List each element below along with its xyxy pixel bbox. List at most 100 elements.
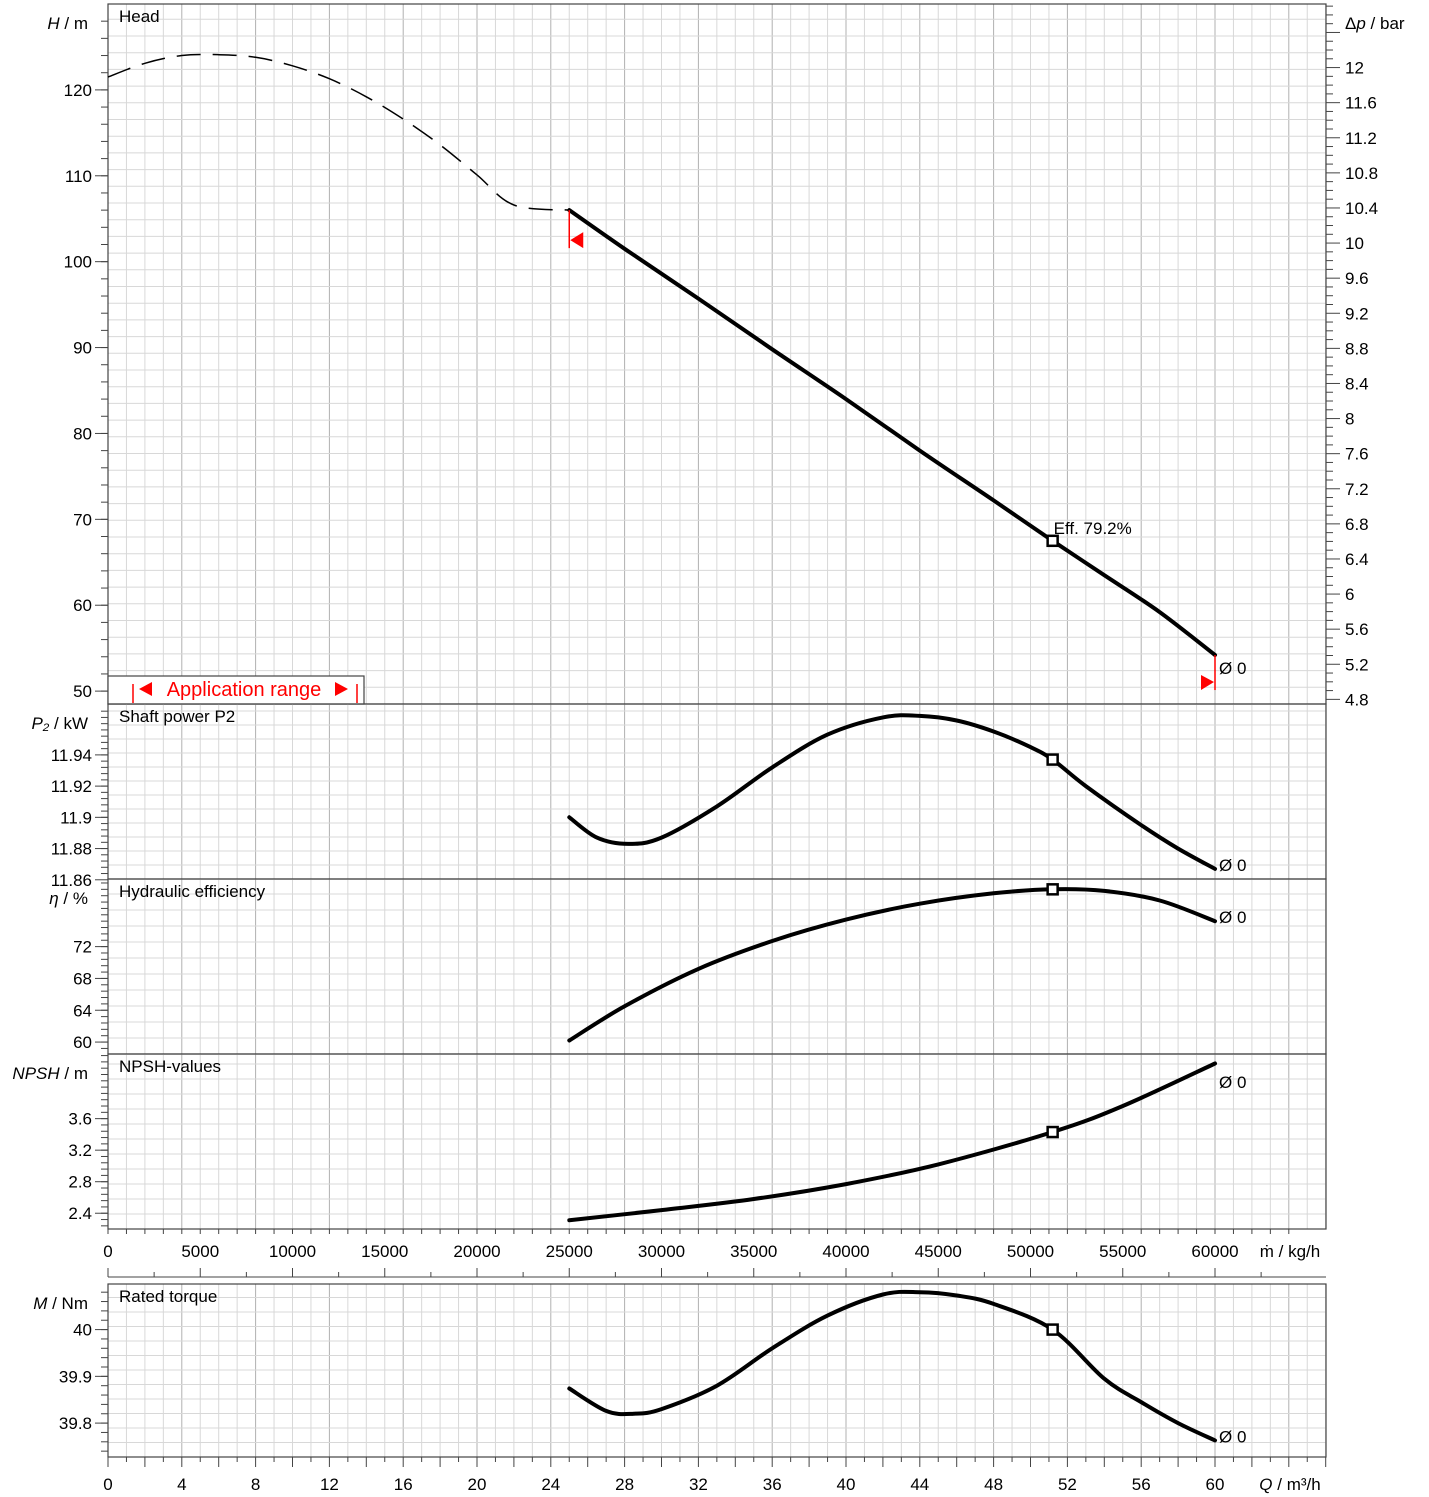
head-y2-axis-label: Δp / bar [1345,14,1405,33]
mass-flow-tick-label: 25000 [546,1242,593,1261]
power-y-axis-label: P₂ / kW [31,714,88,733]
npsh-ytick-label: 3.6 [68,1110,92,1129]
power-rated-point-marker [1046,753,1059,766]
head-y2-tick-label: 10.8 [1345,164,1378,183]
volume-flow-tick-label: 56 [1132,1475,1151,1494]
head-ytick-label: 90 [73,339,92,358]
mass-flow-tick-label: 30000 [638,1242,685,1261]
efficiency-annotation: Eff. 79.2% [1054,519,1132,538]
head-y2-tick-label: 5.2 [1345,655,1369,674]
power-impeller-diameter-label: Ø 0 [1219,856,1246,875]
npsh-ytick-label: 3.2 [68,1141,92,1160]
mass-flow-tick-label: 50000 [1007,1242,1054,1261]
power-ytick-label: 11.9 [60,808,92,827]
volume-flow-tick-label: 36 [763,1475,782,1494]
head-y-axis-label: H / m [47,14,88,33]
head-ytick-label: 110 [65,167,92,186]
head-extrapolated-curve [107,53,570,211]
min-flow-limit-icon [570,232,584,249]
head-ytick-label: 70 [73,510,92,529]
efficiency-rated-point-marker [1046,883,1059,896]
head-curve [567,208,1217,657]
power-ytick-label: 11.94 [51,746,92,765]
head-ytick-label: 100 [64,253,92,272]
head-ytick-label: 60 [73,596,92,615]
head-panel-title: Head [119,7,160,26]
head-y2-tick-label: 7.6 [1345,445,1369,464]
efficiency-curve [567,887,1217,1043]
efficiency-panel-title: Hydraulic efficiency [119,882,266,901]
power-curve [567,713,1217,871]
head-y2-tick-label: 11.6 [1345,94,1377,113]
volume-flow-axis-label: Q / m³/h [1259,1475,1320,1494]
mass-flow-axis-label: ṁ / kg/h [1260,1242,1320,1261]
volume-flow-tick-label: 48 [984,1475,1003,1494]
mass-flow-tick-label: 35000 [730,1242,777,1261]
head-y2-tick-label: 11.2 [1345,129,1377,148]
application-range-label: Application range [167,679,322,701]
efficiency-ytick-label: 64 [73,1001,92,1020]
torque-ytick-label: 39.8 [59,1414,92,1433]
power-grid [107,704,1327,880]
npsh-y-axis-label: NPSH / m [12,1064,88,1083]
torque-y-axis-label: M / Nm [33,1294,88,1313]
mass-flow-tick-label: 5000 [181,1242,219,1261]
mass-flow-tick-label: 15000 [361,1242,408,1261]
head-y2-tick-label: 10.4 [1345,199,1378,218]
head-y2-tick-label: 12 [1345,59,1364,78]
application-range-right-arrow-icon [335,682,348,696]
npsh-impeller-diameter-label: Ø 0 [1219,1073,1246,1092]
npsh-rated-point-marker [1046,1125,1059,1139]
mass-flow-tick-label: 45000 [915,1242,962,1261]
volume-flow-tick-label: 40 [837,1475,856,1494]
npsh-ytick-label: 2.8 [68,1173,92,1192]
torque-grid [107,1284,1327,1458]
efficiency-ytick-label: 68 [73,969,92,988]
head-grid [107,4,1327,705]
volume-flow-tick-label: 16 [394,1475,413,1494]
head-y2-tick-label: 4.8 [1345,690,1369,709]
npsh-grid [107,1054,1327,1230]
npsh-panel-title: NPSH-values [119,1057,221,1076]
torque-curve [567,1289,1217,1443]
mass-flow-tick-label: 40000 [822,1242,869,1261]
volume-flow-tick-label: 60 [1206,1475,1225,1494]
torque-impeller-diameter-label: Ø 0 [1219,1427,1246,1446]
volume-flow-tick-label: 52 [1058,1475,1077,1494]
power-ytick-label: 11.92 [51,777,92,796]
head-ytick-label: 50 [73,682,92,701]
head-y2-tick-label: 7.2 [1345,480,1369,499]
torque-ytick-label: 39.9 [59,1367,92,1386]
torque-ytick-label: 40 [73,1321,92,1340]
volume-flow-tick-label: 20 [468,1475,487,1494]
npsh-curve [567,1061,1217,1223]
head-rated-point-marker [1046,534,1059,548]
volume-flow-tick-label: 12 [320,1475,339,1494]
head-y2-tick-label: 10 [1345,234,1364,253]
volume-flow-tick-label: 4 [177,1475,186,1494]
volume-flow-tick-label: 28 [615,1475,634,1494]
head-y2-tick-label: 9.2 [1345,304,1369,323]
torque-rated-point-marker [1046,1323,1059,1336]
volume-flow-tick-label: 8 [251,1475,260,1494]
volume-flow-tick-label: 44 [910,1475,929,1494]
efficiency-impeller-diameter-label: Ø 0 [1219,908,1246,927]
power-panel-title: Shaft power P2 [119,707,235,726]
head-y2-tick-label: 6.8 [1345,515,1369,534]
head-impeller-diameter-label: Ø 0 [1219,659,1246,678]
efficiency-grid [107,879,1327,1055]
max-flow-limit-icon [1201,675,1214,691]
head-y2-tick-label: 8 [1345,410,1354,429]
head-y2-tick-label: 8.4 [1345,374,1369,393]
head-ytick-label: 120 [64,81,92,100]
mass-flow-tick-label: 10000 [269,1242,316,1261]
efficiency-ytick-label: 60 [73,1033,92,1052]
head-y2-tick-label: 8.8 [1345,339,1369,358]
mass-flow-tick-label: 55000 [1099,1242,1146,1261]
npsh-ytick-label: 2.4 [68,1204,92,1223]
mass-flow-tick-label: 20000 [453,1242,500,1261]
power-ytick-label: 11.86 [51,871,92,890]
head-y2-tick-label: 9.6 [1345,269,1369,288]
volume-flow-tick-label: 24 [541,1475,560,1494]
